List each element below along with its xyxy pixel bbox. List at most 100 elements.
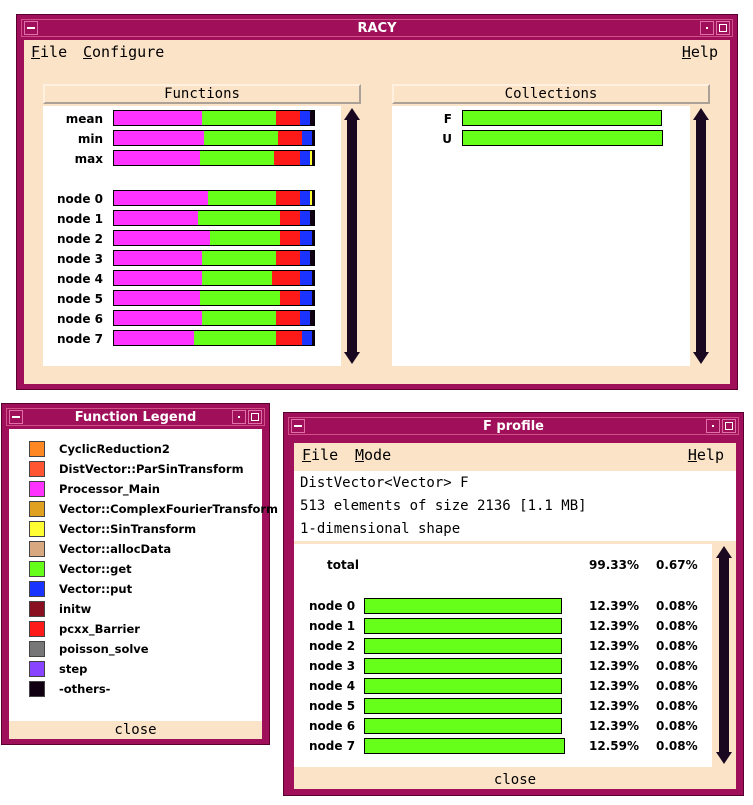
- legend-item[interactable]: Vector::get: [29, 561, 259, 579]
- window-menu-icon[interactable]: [9, 410, 23, 424]
- functions-header[interactable]: Functions: [43, 84, 361, 104]
- legend-item-label: Vector::SinTransform: [59, 522, 197, 536]
- legend-item-label: initw: [59, 602, 92, 616]
- profile-info-panel: DistVector<Vector> F 513 elements of siz…: [294, 471, 736, 541]
- legend-item[interactable]: DistVector::ParSinTransform: [29, 461, 259, 479]
- racy-client: File Configure Help Functions Collection…: [24, 40, 730, 384]
- window-menu-icon[interactable]: [291, 419, 305, 433]
- legend-item[interactable]: poisson_solve: [29, 641, 259, 659]
- profile-info-shape: 1-dimensional shape: [300, 521, 461, 537]
- function-row-label: node 3: [56, 252, 103, 266]
- minimize-icon[interactable]: [232, 410, 246, 424]
- function-bar[interactable]: [113, 210, 315, 226]
- function-bar[interactable]: [113, 230, 315, 246]
- function-bar-segment: [202, 271, 272, 285]
- menu-configure[interactable]: Configure: [83, 43, 165, 61]
- legend-item-label: CyclicReduction2: [59, 442, 170, 456]
- legend-window: Function Legend CyclicReduction2 DistVect…: [1, 403, 278, 745]
- profile-row-pct: 12.39%: [589, 619, 639, 633]
- function-bar-segment: [198, 211, 280, 225]
- collections-header[interactable]: Collections: [392, 84, 710, 104]
- function-bar[interactable]: [113, 310, 315, 326]
- profile-bar[interactable]: [364, 618, 562, 634]
- profile-titlebar[interactable]: F profile: [288, 417, 739, 435]
- legend-item[interactable]: initw: [29, 601, 259, 619]
- function-bar-segment: [300, 151, 310, 165]
- profile-close-button[interactable]: close: [294, 771, 736, 789]
- profile-row-label: node 0: [309, 599, 356, 613]
- minimize-icon[interactable]: [700, 21, 714, 35]
- function-bar[interactable]: [113, 250, 315, 266]
- collection-bar[interactable]: [462, 110, 662, 126]
- racy-titlebar[interactable]: RACY: [21, 19, 733, 37]
- racy-menubar: File Configure Help: [24, 40, 730, 64]
- legend-swatch: [29, 521, 45, 537]
- legend-item[interactable]: Vector::allocData: [29, 541, 259, 559]
- profile-row-label: node 2: [309, 639, 356, 653]
- function-bar[interactable]: [113, 270, 315, 286]
- function-bar-segment: [272, 271, 300, 285]
- function-bar[interactable]: [113, 290, 315, 306]
- profile-scrollbar[interactable]: [716, 546, 732, 764]
- profile-row-label: node 4: [309, 679, 356, 693]
- legend-item[interactable]: pcxx_Barrier: [29, 621, 259, 639]
- profile-bar[interactable]: [364, 698, 562, 714]
- function-bar-segment: [312, 291, 314, 305]
- legend-item[interactable]: Processor_Main: [29, 481, 259, 499]
- legend-item[interactable]: -others-: [29, 681, 259, 699]
- collection-bar[interactable]: [462, 130, 663, 146]
- profile-row-pct: 12.39%: [589, 699, 639, 713]
- function-bar[interactable]: [113, 330, 315, 346]
- legend-item-label: Vector::get: [59, 562, 132, 576]
- function-bar[interactable]: [113, 150, 315, 166]
- profile-row-other: 0.08%: [656, 739, 698, 753]
- racy-title: RACY: [357, 21, 397, 36]
- function-bar-segment: [312, 151, 314, 165]
- profile-bar[interactable]: [364, 678, 562, 694]
- function-bar-segment: [114, 211, 198, 225]
- profile-row-label: node 3: [309, 659, 356, 673]
- function-bar-segment: [200, 291, 280, 305]
- menu-help[interactable]: Help: [687, 446, 724, 464]
- legend-item[interactable]: Vector::ComplexFourierTransform: [29, 501, 278, 519]
- legend-item[interactable]: Vector::put: [29, 581, 259, 599]
- legend-swatch: [29, 461, 45, 477]
- menu-mode[interactable]: Mode: [355, 446, 392, 464]
- profile-row-pct: 12.39%: [589, 639, 639, 653]
- profile-bar[interactable]: [364, 638, 562, 654]
- legend-close-button[interactable]: close: [9, 721, 262, 739]
- function-bar-segment: [280, 291, 300, 305]
- menu-help[interactable]: Help: [681, 43, 718, 61]
- legend-item[interactable]: Vector::SinTransform: [29, 521, 259, 539]
- maximize-icon[interactable]: [716, 21, 730, 35]
- profile-bar[interactable]: [364, 738, 565, 754]
- legend-item-label: Vector::allocData: [59, 542, 172, 556]
- profile-bar[interactable]: [364, 718, 562, 734]
- collections-scrollbar[interactable]: [693, 108, 709, 364]
- window-menu-icon[interactable]: [24, 21, 38, 35]
- function-bar-segment: [310, 111, 314, 125]
- function-bar[interactable]: [113, 190, 315, 206]
- functions-panel: mean min max node 0 node 1 node 2 node 3 node 4…: [43, 106, 341, 366]
- profile-menubar: File Mode Help: [294, 443, 736, 467]
- menu-file[interactable]: File: [302, 446, 339, 464]
- function-row-label: node 0: [56, 192, 103, 206]
- profile-bar[interactable]: [364, 658, 562, 674]
- function-bar[interactable]: [113, 130, 315, 146]
- minimize-icon[interactable]: [706, 419, 720, 433]
- functions-scrollbar[interactable]: [344, 108, 360, 364]
- function-bar-segment: [310, 311, 314, 325]
- legend-item[interactable]: CyclicReduction2: [29, 441, 259, 459]
- function-bar-segment: [276, 191, 300, 205]
- function-bar-segment: [276, 111, 300, 125]
- function-bar-segment: [276, 311, 300, 325]
- profile-row-other: 0.08%: [656, 699, 698, 713]
- function-bar[interactable]: [113, 110, 315, 126]
- maximize-icon[interactable]: [248, 410, 262, 424]
- maximize-icon[interactable]: [722, 419, 736, 433]
- legend-item[interactable]: step: [29, 661, 259, 679]
- legend-titlebar[interactable]: Function Legend: [6, 408, 265, 426]
- menu-file[interactable]: File: [31, 43, 68, 61]
- profile-row-pct: 12.59%: [589, 739, 639, 753]
- profile-bar[interactable]: [364, 598, 562, 614]
